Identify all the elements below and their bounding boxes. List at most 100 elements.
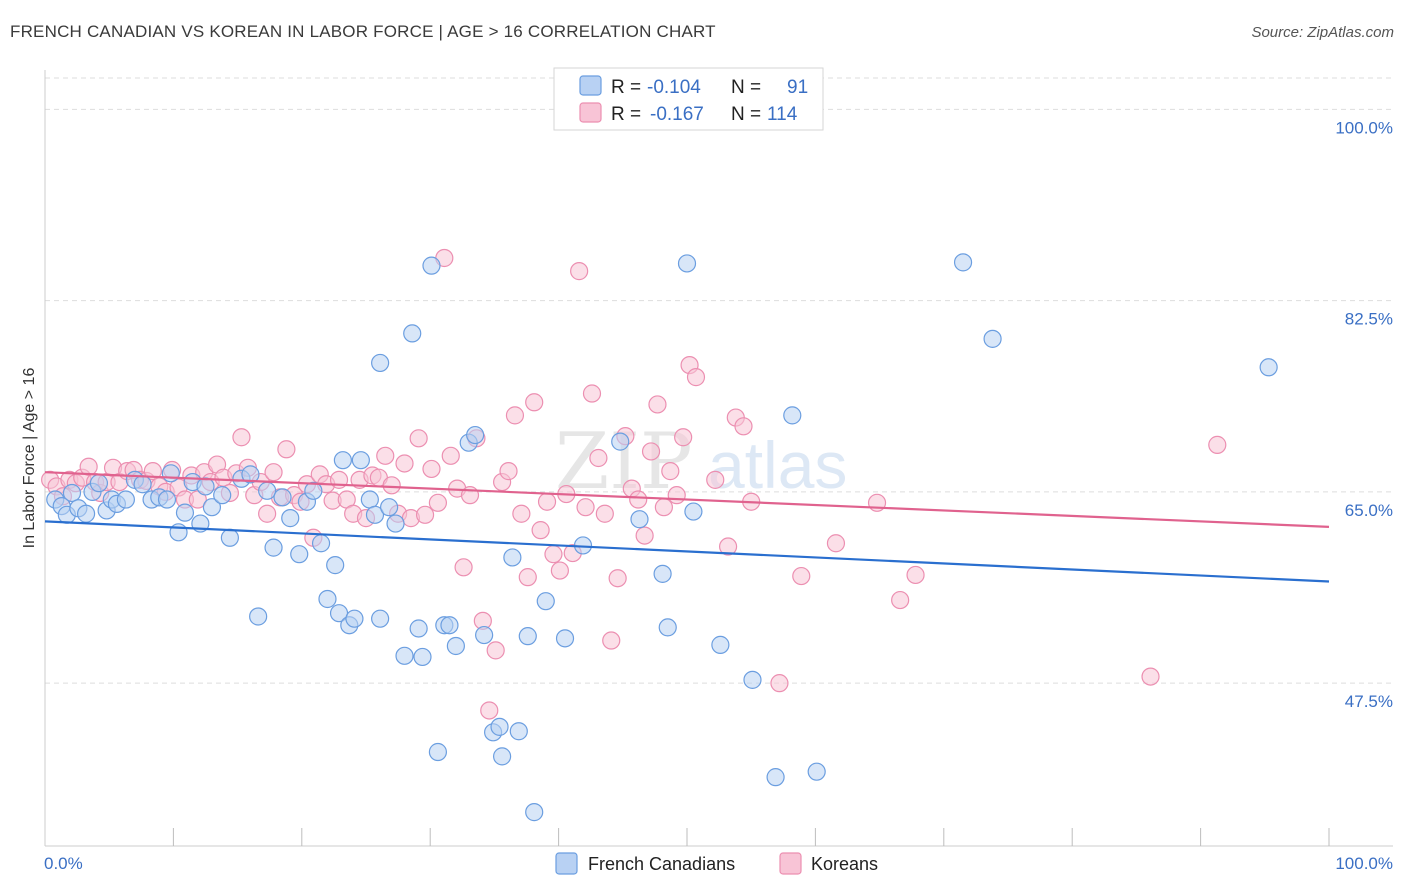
korean-point bbox=[441, 446, 460, 465]
axes bbox=[44, 70, 1393, 847]
korean-point bbox=[544, 545, 563, 564]
french-canadian-point bbox=[446, 636, 465, 656]
french-canadian-point bbox=[953, 253, 973, 272]
korean-point bbox=[718, 537, 738, 556]
french-canadian-point bbox=[409, 619, 428, 638]
legend-r-value-2: -0.167 bbox=[650, 104, 704, 125]
grid-lines bbox=[45, 77, 1393, 684]
french-canadian-point bbox=[318, 589, 337, 609]
korean-point bbox=[602, 631, 621, 650]
korean-point bbox=[376, 446, 395, 465]
chart-title: FRENCH CANADIAN VS KOREAN IN LABOR FORCE… bbox=[10, 22, 716, 41]
trend-lines bbox=[44, 471, 1330, 583]
french-canadian-point bbox=[116, 490, 135, 509]
french-canadian-point bbox=[202, 498, 222, 517]
korean-point bbox=[232, 428, 251, 447]
legend-r-label-2: R = bbox=[611, 104, 641, 125]
korean-point bbox=[734, 417, 753, 436]
korean-point bbox=[792, 566, 811, 586]
french-canadian-point bbox=[258, 481, 277, 500]
french-canadian-point bbox=[220, 528, 239, 547]
korean-point bbox=[661, 462, 680, 481]
french-canadian-point bbox=[365, 505, 385, 524]
french-canadians-trend-line bbox=[44, 520, 1330, 583]
series-swatch-koreans bbox=[779, 852, 802, 875]
korean-point bbox=[277, 440, 296, 459]
legend-n-value-2: 114 bbox=[767, 104, 798, 125]
korean-point bbox=[1208, 435, 1227, 454]
korean-point bbox=[428, 493, 448, 512]
french-canadian-point bbox=[345, 609, 364, 628]
french-canadian-point bbox=[493, 747, 512, 766]
korean-point bbox=[415, 505, 435, 524]
korean-point bbox=[589, 448, 608, 468]
french-canadian-point bbox=[428, 742, 448, 762]
french-canadian-point bbox=[196, 477, 215, 496]
korean-point bbox=[635, 526, 654, 545]
correlation-legend: R = -0.104 N = 91 R = -0.167 N = 114 bbox=[553, 67, 824, 131]
series-label-french-canadians: French Canadians bbox=[588, 854, 735, 874]
korean-point bbox=[525, 393, 544, 412]
korean-point bbox=[512, 504, 531, 523]
french-canadian-point bbox=[333, 451, 352, 470]
korean-point bbox=[531, 521, 550, 540]
french-canadian-point bbox=[386, 514, 405, 533]
french-canadian-point bbox=[509, 722, 528, 741]
korean-point bbox=[143, 462, 162, 481]
french-canadian-point bbox=[503, 548, 522, 567]
korean-point bbox=[629, 490, 648, 509]
french-canadian-point bbox=[466, 425, 485, 445]
legend-swatch-pink bbox=[579, 102, 602, 123]
french-canadian-point bbox=[413, 647, 432, 667]
french-canadian-point bbox=[161, 464, 180, 483]
x-tick-label-max: 100.0% bbox=[1335, 854, 1393, 873]
korean-point bbox=[595, 504, 614, 523]
x-tick-label-min: 0.0% bbox=[44, 854, 83, 873]
french-canadian-point bbox=[395, 646, 414, 665]
french-canadian-point bbox=[304, 481, 323, 500]
legend-n-label-1: N = bbox=[731, 77, 761, 98]
korean-point bbox=[480, 701, 499, 720]
french-canadian-point bbox=[360, 490, 379, 509]
french-canadian-point bbox=[490, 717, 509, 736]
french-canadian-point bbox=[555, 629, 575, 648]
korean-point bbox=[499, 462, 518, 481]
korean-point bbox=[648, 395, 667, 414]
korean-point bbox=[641, 442, 661, 461]
y-tick-labels: 47.5% 65.0% 82.5% 100.0% bbox=[1335, 118, 1393, 711]
korean-point bbox=[422, 459, 441, 479]
koreans-trend-line bbox=[44, 471, 1330, 528]
y-tick-label: 82.5% bbox=[1345, 310, 1393, 329]
legend-n-label-2: N = bbox=[731, 104, 761, 125]
korean-point bbox=[518, 568, 537, 587]
french-canadian-point bbox=[475, 625, 494, 645]
french-canadian-point bbox=[422, 256, 441, 275]
french-canadian-point bbox=[157, 490, 177, 509]
korean-point bbox=[486, 641, 505, 660]
french-canadian-point bbox=[440, 616, 459, 635]
french-canadian-point bbox=[175, 503, 195, 522]
korean-point bbox=[382, 476, 401, 495]
x-ticks bbox=[172, 828, 1330, 846]
french-canadian-point bbox=[711, 635, 730, 654]
korean-point bbox=[686, 368, 706, 387]
korean-point bbox=[608, 569, 627, 588]
korean-point bbox=[395, 454, 414, 473]
french-canadian-point bbox=[311, 534, 331, 553]
french-canadian-point bbox=[983, 329, 1002, 348]
french-canadian-point bbox=[783, 406, 802, 425]
korean-point bbox=[906, 565, 925, 585]
french-canadian-point bbox=[630, 510, 649, 529]
french-canadian-point bbox=[536, 592, 555, 611]
korean-point bbox=[264, 463, 283, 482]
watermark-atlas: atlas bbox=[708, 428, 847, 502]
french-canadian-point bbox=[241, 465, 260, 484]
korean-point bbox=[576, 498, 595, 517]
y-tick-label: 47.5% bbox=[1345, 692, 1393, 711]
korean-point bbox=[570, 262, 589, 281]
korean-point bbox=[654, 498, 673, 517]
french-canadian-point bbox=[525, 803, 544, 822]
y-tick-label: 65.0% bbox=[1345, 501, 1393, 520]
french-canadian-point bbox=[380, 498, 399, 517]
